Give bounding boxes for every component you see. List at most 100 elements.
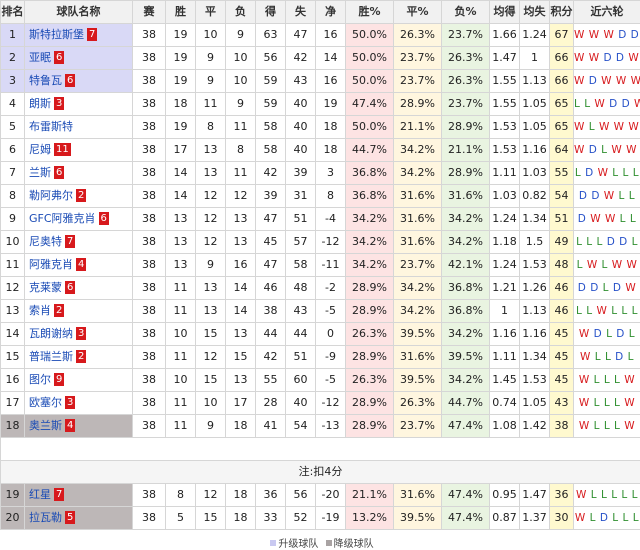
team-name-label[interactable]: GFC阿雅克肖 — [29, 212, 96, 225]
recent-form-cell: L W L W W — [574, 254, 640, 277]
recent-form-cell: W D L D L — [574, 323, 640, 346]
draw-pct-cell-value: 23.7% — [400, 419, 435, 432]
header-avg-against[interactable]: 均失 — [520, 1, 550, 24]
win-pct-cell: 44.7% — [346, 139, 394, 162]
team-name-label[interactable]: 阿雅克肖 — [29, 258, 73, 271]
loss-pct-cell: 21.1% — [442, 139, 490, 162]
team-name-label[interactable]: 兰斯 — [29, 166, 51, 179]
draws-cell: 12 — [196, 208, 226, 231]
goals-for-cell-value: 45 — [264, 235, 278, 248]
goals-for-cell-value: 58 — [264, 143, 278, 156]
avg-against-cell: 1.53 — [520, 369, 550, 392]
losses-cell-value: 9 — [237, 97, 244, 110]
rank-cell: 4 — [1, 93, 25, 116]
loss-pct-cell-value: 47.4% — [448, 419, 483, 432]
team-name-label[interactable]: 普瑞兰斯 — [29, 350, 73, 363]
avg-against-cell: 1.13 — [520, 300, 550, 323]
draws-cell-value: 8 — [207, 120, 214, 133]
goals-for-cell: 58 — [256, 139, 286, 162]
team-name-label[interactable]: 克莱蒙 — [29, 281, 62, 294]
header-points[interactable]: 积分 — [550, 1, 574, 24]
header-goal-diff[interactable]: 净 — [316, 1, 346, 24]
played-cell: 38 — [133, 277, 166, 300]
recent-form-cell: W L D L L L — [574, 507, 640, 530]
team-name-label[interactable]: 尼姆 — [29, 143, 51, 156]
goal-diff-cell: 16 — [316, 24, 346, 47]
avg-for-cell-value: 1.03 — [492, 189, 517, 202]
team-name-label[interactable]: 奥兰斯 — [29, 419, 62, 432]
header-goals-for[interactable]: 得 — [256, 1, 286, 24]
team-name-label[interactable]: 索肖 — [29, 304, 51, 317]
goals-for-cell-value: 56 — [264, 51, 278, 64]
team-name-label[interactable]: 红星 — [29, 488, 51, 501]
header-played[interactable]: 赛 — [133, 1, 166, 24]
header-win[interactable]: 胜 — [166, 1, 196, 24]
goals-for-cell: 44 — [256, 323, 286, 346]
recent-form-cell: W L L L W — [574, 392, 640, 415]
team-name-label[interactable]: 亚眠 — [29, 51, 51, 64]
team-name-label[interactable]: 图尔 — [29, 373, 51, 386]
avg-against-cell-value: 1.5 — [526, 235, 544, 248]
loss-pct-cell: 31.6% — [442, 185, 490, 208]
team-name-label[interactable]: 欧塞尔 — [29, 396, 62, 409]
team-name-label[interactable]: 斯特拉斯堡 — [29, 28, 84, 41]
points-cell-value: 65 — [555, 120, 569, 133]
form-result: W — [574, 75, 585, 87]
recent-form-cell: W L L D L — [574, 346, 640, 369]
header-goals-against[interactable]: 失 — [286, 1, 316, 24]
header-team[interactable]: 球队名称 — [25, 1, 133, 24]
loss-pct-cell-value: 21.1% — [448, 143, 483, 156]
team-name[interactable]: 布雷斯特 — [25, 116, 133, 139]
header-loss[interactable]: 负 — [226, 1, 256, 24]
header-draw[interactable]: 平 — [196, 1, 226, 24]
team-name-label[interactable]: 勒阿弗尔 — [29, 189, 73, 202]
rank-cell-value: 14 — [6, 327, 20, 340]
points-deduction-note: 注:扣4分 — [1, 461, 640, 484]
goals-against-cell: 40 — [286, 116, 316, 139]
team-name-label[interactable]: 瓦朗谢纳 — [29, 327, 73, 340]
team-name-label[interactable]: 朗斯 — [29, 97, 51, 110]
rank-cell-value: 7 — [9, 166, 16, 179]
team-name-label[interactable]: 特鲁瓦 — [29, 74, 62, 87]
header-draw-pct[interactable]: 平% — [394, 1, 442, 24]
wins-cell-value: 11 — [174, 281, 188, 294]
goal-diff-cell: 8 — [316, 185, 346, 208]
form-result: L — [586, 305, 592, 317]
form-result: W — [579, 374, 590, 386]
played-cell: 38 — [133, 254, 166, 277]
team-name-label[interactable]: 拉瓦勒 — [29, 511, 62, 524]
avg-against-cell: 1.16 — [520, 323, 550, 346]
header-avg-for[interactable]: 均得 — [490, 1, 520, 24]
avg-for-cell: 0.87 — [490, 507, 520, 530]
draw-pct-cell: 23.7% — [394, 254, 442, 277]
goals-against-cell: 31 — [286, 185, 316, 208]
header-win-pct[interactable]: 胜% — [346, 1, 394, 24]
team-name-label[interactable]: 尼奥特 — [29, 235, 62, 248]
draws-cell-value: 10 — [204, 396, 218, 409]
header-loss-pct[interactable]: 负% — [442, 1, 490, 24]
header-rank[interactable]: 排名 — [1, 1, 25, 24]
goal-diff-cell: 18 — [316, 139, 346, 162]
draw-pct-cell: 31.6% — [394, 185, 442, 208]
team-name-label[interactable]: 布雷斯特 — [29, 120, 73, 133]
